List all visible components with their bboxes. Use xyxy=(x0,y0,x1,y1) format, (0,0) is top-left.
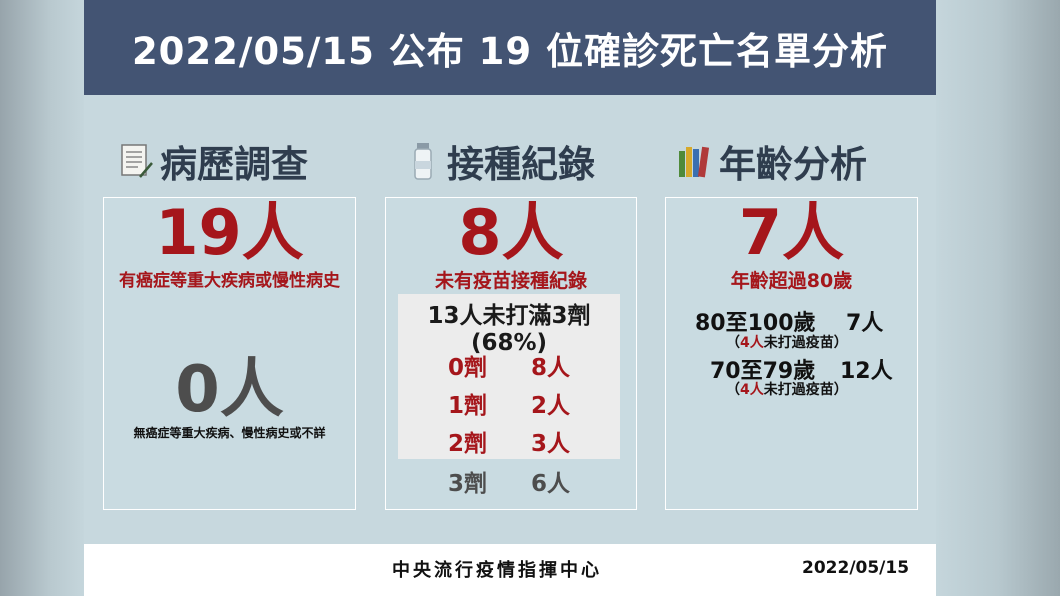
with-disease-count: 19人 xyxy=(155,196,304,269)
dose-count: 3劑 xyxy=(448,471,488,497)
section-age-analysis: 年齡分析 xyxy=(677,136,867,186)
age-group-range: 70至79歲 xyxy=(710,359,816,384)
note-count: 4人 xyxy=(740,382,764,398)
left-edge-shadow xyxy=(0,0,84,596)
age-analysis-card: 7人 年齡超過80歲 80至100歲 7人 （4人未打過疫苗） 70至79歲 1… xyxy=(665,197,918,510)
medical-history-card: 19人 有癌症等重大疾病或慢性病史 0人 無癌症等重大疾病、慢性病史或不詳 xyxy=(103,197,356,510)
note-open: （ xyxy=(726,335,740,351)
unvaccinated-label: 未有疫苗接種紀錄 xyxy=(434,270,587,292)
section-vaccination-record: 接種紀錄 xyxy=(405,136,595,186)
dose-count: 2劑 xyxy=(448,431,488,457)
age-group-note: （4人未打過疫苗） xyxy=(726,332,848,352)
page-title: 2022/05/15 公布 19 位確診死亡名單分析 xyxy=(131,29,889,73)
right-edge-shadow xyxy=(936,0,1060,596)
note-text: 未打過疫苗 xyxy=(763,335,834,351)
footer-date: 2022/05/15 xyxy=(802,558,910,578)
dose-row: 3劑 6人 xyxy=(386,464,636,500)
dose-people: 2人 xyxy=(531,393,571,419)
without-disease-count: 0人 xyxy=(175,353,284,427)
books-icon xyxy=(677,141,713,181)
age-group-range: 80至100歲 xyxy=(695,311,816,336)
dose-count: 0劑 xyxy=(448,355,488,381)
over-80-label: 年齡超過80歲 xyxy=(730,270,853,292)
note-text: 未打過疫苗 xyxy=(763,382,834,398)
section-title: 病歷調查 xyxy=(160,143,308,186)
without-disease-label: 無癌症等重大疾病、慢性病史或不詳 xyxy=(133,426,326,440)
dose-row: 0劑 8人 xyxy=(386,348,636,384)
dose-breakdown-box: 13人未打滿3劑(68%) xyxy=(398,294,620,459)
age-group-people: 7人 xyxy=(846,311,884,336)
vaccination-card: 8人 未有疫苗接種紀錄 13人未打滿3劑(68%) 0劑 8人 1劑 2人 2劑… xyxy=(385,197,637,510)
dose-row: 1劑 2人 xyxy=(386,386,636,422)
vaccine-vial-icon xyxy=(405,141,441,181)
unvaccinated-count: 8人 xyxy=(458,196,564,269)
note-open: （ xyxy=(726,382,740,398)
age-group-note: （4人未打過疫苗） xyxy=(726,379,848,399)
dose-people: 3人 xyxy=(531,431,571,457)
age-group-people: 12人 xyxy=(840,359,893,384)
over-80-count: 7人 xyxy=(738,196,845,269)
note-close: ） xyxy=(833,335,848,351)
dose-people: 8人 xyxy=(531,355,571,381)
dose-row: 2劑 3人 xyxy=(386,424,636,460)
section-title: 年齡分析 xyxy=(719,143,867,186)
dose-count: 1劑 xyxy=(448,393,488,419)
dose-box-title: 13人未打滿3劑(68%) xyxy=(427,303,591,356)
page-title-banner: 2022/05/15 公布 19 位確診死亡名單分析 xyxy=(84,0,936,95)
with-disease-label: 有癌症等重大疾病或慢性病史 xyxy=(119,271,340,291)
footer-bar: 中央流行疫情指揮中心 2022/05/15 xyxy=(84,544,936,596)
note-close: ） xyxy=(833,382,848,398)
footer-organization: 中央流行疫情指揮中心 xyxy=(392,560,602,581)
section-medical-history: 病歷調查 xyxy=(118,136,308,186)
dose-people: 6人 xyxy=(531,471,571,497)
note-count: 4人 xyxy=(740,335,764,351)
document-icon xyxy=(118,141,154,181)
section-title: 接種紀錄 xyxy=(447,143,595,186)
